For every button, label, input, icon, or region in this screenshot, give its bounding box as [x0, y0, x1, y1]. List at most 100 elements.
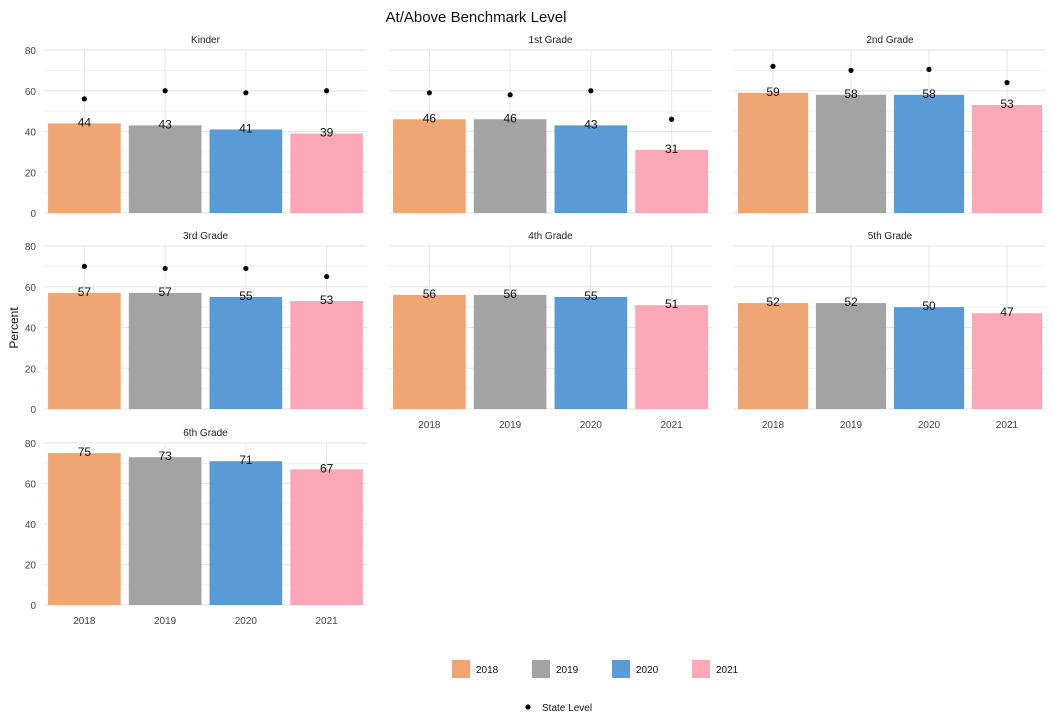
bar-4th-grade-2021 — [635, 305, 708, 409]
data-label-1st-grade-2020: 43 — [584, 117, 598, 131]
bar-5th-grade-2020 — [893, 307, 965, 409]
legend-swatch-2018 — [452, 660, 470, 678]
x-tick-label: 2019 — [499, 420, 522, 431]
bar-1st-grade-2018 — [393, 119, 466, 213]
y-tick-label: 40 — [25, 324, 37, 335]
bar-4th-grade-2019 — [473, 294, 547, 409]
x-tick-label: 2019 — [840, 420, 863, 431]
bar-6th-grade-2020 — [209, 461, 283, 605]
data-label-5th-grade-2020: 50 — [922, 299, 936, 313]
y-tick-label: 80 — [25, 242, 37, 253]
panel-title-3rd-grade: 3rd Grade — [183, 231, 228, 242]
y-tick-label: 0 — [30, 405, 36, 416]
bar-kinder-2021 — [290, 133, 363, 213]
state-level-point-3rd-grade-2019 — [162, 265, 168, 272]
y-tick-label: 40 — [25, 128, 37, 139]
state-level-point-kinder-2019 — [162, 88, 168, 94]
y-tick-label: 20 — [25, 561, 37, 572]
data-label-3rd-grade-2021: 53 — [320, 293, 334, 307]
data-label-1st-grade-2021: 31 — [665, 142, 679, 156]
x-tick-label: 2019 — [154, 616, 177, 627]
panel-title-4th-grade: 4th Grade — [528, 231, 573, 242]
data-label-1st-grade-2018: 46 — [423, 111, 437, 125]
bar-5th-grade-2018 — [737, 303, 809, 409]
legend-state-level-marker — [525, 704, 531, 710]
data-label-5th-grade-2019: 52 — [844, 295, 858, 309]
state-level-point-1st-grade-2019 — [507, 92, 513, 98]
state-level-point-1st-grade-2021 — [669, 116, 675, 122]
legend-label-2019: 2019 — [556, 665, 579, 676]
data-label-4th-grade-2020: 55 — [584, 289, 598, 303]
data-label-6th-grade-2018: 75 — [78, 445, 92, 459]
state-level-point-2nd-grade-2019 — [848, 67, 854, 73]
data-label-2nd-grade-2019: 58 — [844, 87, 858, 101]
bar-4th-grade-2020 — [554, 296, 628, 409]
state-level-point-2nd-grade-2020 — [926, 66, 932, 72]
x-tick-label: 2018 — [73, 616, 96, 627]
data-label-2nd-grade-2020: 58 — [922, 87, 936, 101]
bar-5th-grade-2019 — [815, 303, 887, 409]
bar-2nd-grade-2018 — [737, 92, 809, 213]
y-tick-label: 60 — [25, 87, 37, 98]
chart-title: At/Above Benchmark Level — [386, 9, 567, 26]
bar-1st-grade-2020 — [554, 125, 628, 213]
bar-3rd-grade-2018 — [48, 292, 121, 409]
bar-4th-grade-2018 — [393, 294, 466, 409]
bar-2nd-grade-2019 — [815, 94, 887, 213]
legend-swatch-2019 — [532, 660, 550, 678]
bar-3rd-grade-2019 — [128, 292, 202, 409]
y-tick-label: 20 — [25, 168, 37, 179]
y-tick-label: 60 — [25, 480, 37, 491]
panel-title-5th-grade: 5th Grade — [868, 231, 913, 242]
legend-state-level-label: State Level — [542, 703, 592, 714]
data-label-4th-grade-2018: 56 — [423, 287, 437, 301]
y-tick-label: 80 — [25, 439, 37, 450]
bar-1st-grade-2019 — [473, 119, 547, 213]
bar-2nd-grade-2020 — [893, 94, 965, 213]
panel-title-6th-grade: 6th Grade — [183, 428, 228, 439]
data-label-kinder-2020: 41 — [239, 121, 253, 135]
data-label-1st-grade-2019: 46 — [503, 111, 517, 125]
bar-kinder-2018 — [48, 123, 121, 213]
state-level-point-kinder-2021 — [324, 88, 330, 94]
y-tick-label: 20 — [25, 364, 37, 375]
x-tick-label: 2021 — [316, 616, 339, 627]
data-label-2nd-grade-2018: 59 — [766, 85, 780, 99]
x-tick-label: 2021 — [996, 420, 1019, 431]
data-label-kinder-2019: 43 — [158, 117, 172, 131]
data-label-6th-grade-2021: 67 — [320, 461, 334, 475]
legend-label-2021: 2021 — [716, 665, 739, 676]
x-tick-label: 2020 — [235, 616, 258, 627]
bar-2nd-grade-2021 — [971, 105, 1043, 213]
y-axis-label: Percent — [7, 307, 21, 349]
data-label-6th-grade-2020: 71 — [239, 453, 253, 467]
data-label-4th-grade-2021: 51 — [665, 297, 679, 311]
y-tick-label: 0 — [30, 209, 36, 220]
state-level-point-3rd-grade-2018 — [81, 263, 87, 269]
bar-5th-grade-2021 — [971, 313, 1043, 409]
panel-title-1st-grade: 1st Grade — [529, 35, 573, 46]
data-label-5th-grade-2018: 52 — [766, 295, 780, 309]
data-label-5th-grade-2021: 47 — [1000, 305, 1014, 319]
legend-label-2018: 2018 — [476, 665, 499, 676]
bar-6th-grade-2019 — [128, 457, 202, 605]
bar-3rd-grade-2021 — [290, 301, 363, 409]
x-tick-label: 2020 — [918, 420, 941, 431]
x-tick-label: 2018 — [418, 420, 441, 431]
state-level-point-2nd-grade-2021 — [1004, 80, 1010, 86]
panel-title-2nd-grade: 2nd Grade — [866, 35, 914, 46]
state-level-point-kinder-2018 — [81, 96, 87, 102]
x-tick-label: 2020 — [580, 420, 603, 431]
data-label-kinder-2021: 39 — [320, 126, 334, 140]
bar-6th-grade-2018 — [48, 453, 121, 605]
legend-label-2020: 2020 — [636, 665, 659, 676]
data-label-4th-grade-2019: 56 — [503, 287, 517, 301]
y-tick-label: 60 — [25, 283, 37, 294]
data-label-6th-grade-2019: 73 — [158, 449, 172, 463]
panel-title-kinder: Kinder — [191, 35, 221, 46]
bar-3rd-grade-2020 — [209, 296, 283, 409]
y-tick-label: 80 — [25, 46, 37, 57]
bar-6th-grade-2021 — [290, 469, 363, 605]
